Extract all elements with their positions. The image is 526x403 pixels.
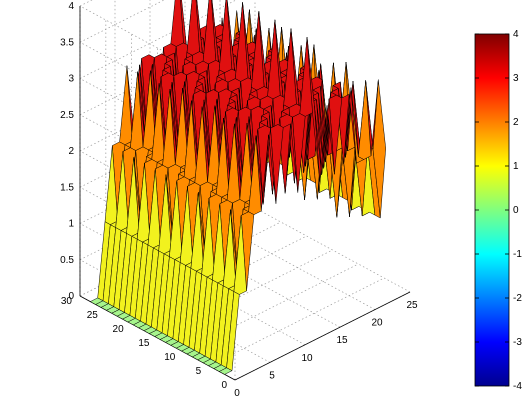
floor-gridline-x bbox=[254, 207, 411, 293]
z-tick-label: 3.5 bbox=[60, 37, 74, 48]
back-wall-gridline bbox=[79, 26, 256, 116]
colorbar-tick-label: 0 bbox=[513, 205, 519, 216]
colorbar: -4 -3 -2 -1 0 1 2 3 4 bbox=[474, 29, 522, 392]
x-axis-line bbox=[234, 291, 411, 381]
y-tick-label: 10 bbox=[164, 352, 176, 363]
back-wall-gridline bbox=[79, 0, 93, 7]
colorbar-tick-label: 3 bbox=[513, 73, 519, 84]
y-tick-label: 15 bbox=[138, 338, 150, 349]
floor-gridline-x bbox=[184, 242, 341, 328]
x-tick-label: 10 bbox=[301, 353, 313, 364]
z-tick-label: 4 bbox=[68, 1, 74, 12]
colorbar-gradient bbox=[474, 33, 510, 387]
z-tick-label: 3 bbox=[68, 74, 74, 85]
colorbar-tick-label: -1 bbox=[513, 249, 522, 260]
colorbar-tick-label: 4 bbox=[513, 29, 519, 40]
x-tick-label: 0 bbox=[234, 388, 240, 399]
x-tick-label: 15 bbox=[336, 335, 348, 346]
back-wall-gridline bbox=[79, 62, 256, 152]
y-tick-label: 25 bbox=[87, 310, 99, 321]
floor-gridline-y bbox=[209, 277, 385, 367]
surface-facet bbox=[218, 367, 233, 375]
z-tick-label: 0 bbox=[68, 291, 74, 302]
back-wall-gridline bbox=[79, 0, 237, 79]
y-tick-label: 5 bbox=[196, 366, 202, 377]
x-tick-label: 20 bbox=[371, 318, 383, 329]
colorbar-tick-label: -3 bbox=[513, 337, 522, 348]
x-tick-label: 25 bbox=[406, 300, 418, 311]
back-wall-gridline bbox=[79, 0, 165, 43]
z-tick-label: 0.5 bbox=[60, 255, 74, 266]
y-tick-label: 30 bbox=[61, 296, 73, 307]
colorbar-tick-label: -4 bbox=[513, 381, 522, 392]
x-tick-label: 5 bbox=[269, 370, 275, 381]
y-tick-label: 20 bbox=[113, 324, 125, 335]
surface-mesh bbox=[89, 0, 386, 375]
z-tick-label: 2 bbox=[68, 146, 74, 157]
colorbar-tick-label: 2 bbox=[513, 117, 519, 128]
z-tick-label: 2.5 bbox=[60, 110, 74, 121]
colorbar-tick-label: -2 bbox=[513, 293, 522, 304]
z-tick-label: 1 bbox=[68, 219, 74, 230]
colorbar-tick-label: 1 bbox=[513, 161, 519, 172]
z-tick-label: 1.5 bbox=[60, 182, 74, 193]
back-wall-gridline bbox=[79, 98, 256, 188]
y-tick-label: 0 bbox=[221, 380, 227, 391]
